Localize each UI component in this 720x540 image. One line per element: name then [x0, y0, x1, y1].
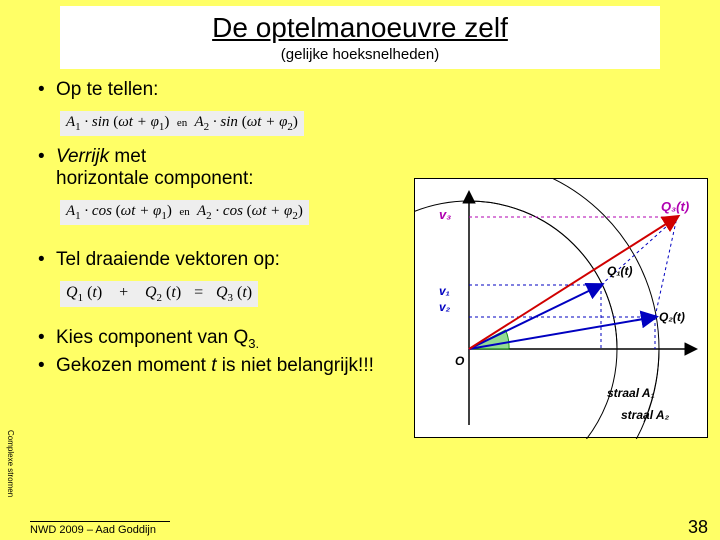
- formula-1: A1 · sin (ωt + φ1) en A2 · sin (ωt + φ2): [60, 111, 304, 136]
- bullet-3-text: Tel draaiende vektoren op:: [56, 249, 280, 270]
- footer-text: NWD 2009 – Aad Goddijn: [30, 524, 156, 536]
- footer: NWD 2009 – Aad Goddijn: [30, 521, 170, 536]
- svg-text:O: O: [455, 354, 465, 368]
- svg-text:Q₂(t): Q₂(t): [659, 310, 685, 324]
- vector-diagram: O v₃ v₁ v₂ Q₁(t) Q₂(t) Q₃(t) straal A₁ s…: [414, 178, 708, 438]
- bullet-2-em: Verrijk: [56, 146, 109, 167]
- svg-text:straal A₂: straal A₂: [621, 408, 670, 422]
- svg-text:v₁: v₁: [439, 284, 450, 298]
- bullet-2-text: met: [109, 146, 146, 167]
- bullet-dot-icon: •: [38, 327, 56, 349]
- bullet-dot-icon: •: [38, 355, 56, 377]
- formula-3: Q1 (t) + Q2 (t) = Q3 (t): [60, 281, 258, 307]
- bullet-4-text: Kies component van Q: [56, 327, 248, 348]
- diagram-svg: O v₃ v₁ v₂ Q₁(t) Q₂(t) Q₃(t) straal A₁ s…: [415, 179, 709, 439]
- sidebar-label: Complexe stromen: [3, 404, 15, 524]
- svg-text:Q₃(t): Q₃(t): [661, 199, 689, 214]
- bullet-4-sub: 3.: [248, 336, 259, 351]
- bullet-5-text-b: is niet belangrijk!!!: [217, 355, 374, 376]
- bullet-1-text: Op te tellen:: [56, 79, 158, 100]
- bullet-2: •Verrijk met horizontale component:: [38, 146, 418, 190]
- bullet-2-text2: horizontale component:: [38, 168, 254, 189]
- slide-title: De optelmanoeuvre zelf: [68, 12, 652, 44]
- bullet-1: •Op te tellen:: [38, 79, 702, 101]
- svg-text:v₃: v₃: [439, 207, 451, 222]
- slide-subtitle: (gelijke hoeksnelheden): [68, 46, 652, 63]
- formula-2: A1 · cos (ωt + φ1) en A2 · cos (ωt + φ2): [60, 200, 309, 225]
- bullet-dot-icon: •: [38, 79, 56, 101]
- bullet-5-text-a: Gekozen moment: [56, 355, 211, 376]
- bullet-dot-icon: •: [38, 146, 56, 168]
- svg-text:straal A₁: straal A₁: [607, 386, 655, 400]
- footer-rule: [30, 521, 170, 522]
- svg-text:Q₁(t): Q₁(t): [607, 264, 633, 278]
- bullet-dot-icon: •: [38, 249, 56, 271]
- page-number: 38: [688, 517, 708, 538]
- title-box: De optelmanoeuvre zelf (gelijke hoeksnel…: [60, 6, 660, 69]
- svg-text:v₂: v₂: [439, 300, 451, 314]
